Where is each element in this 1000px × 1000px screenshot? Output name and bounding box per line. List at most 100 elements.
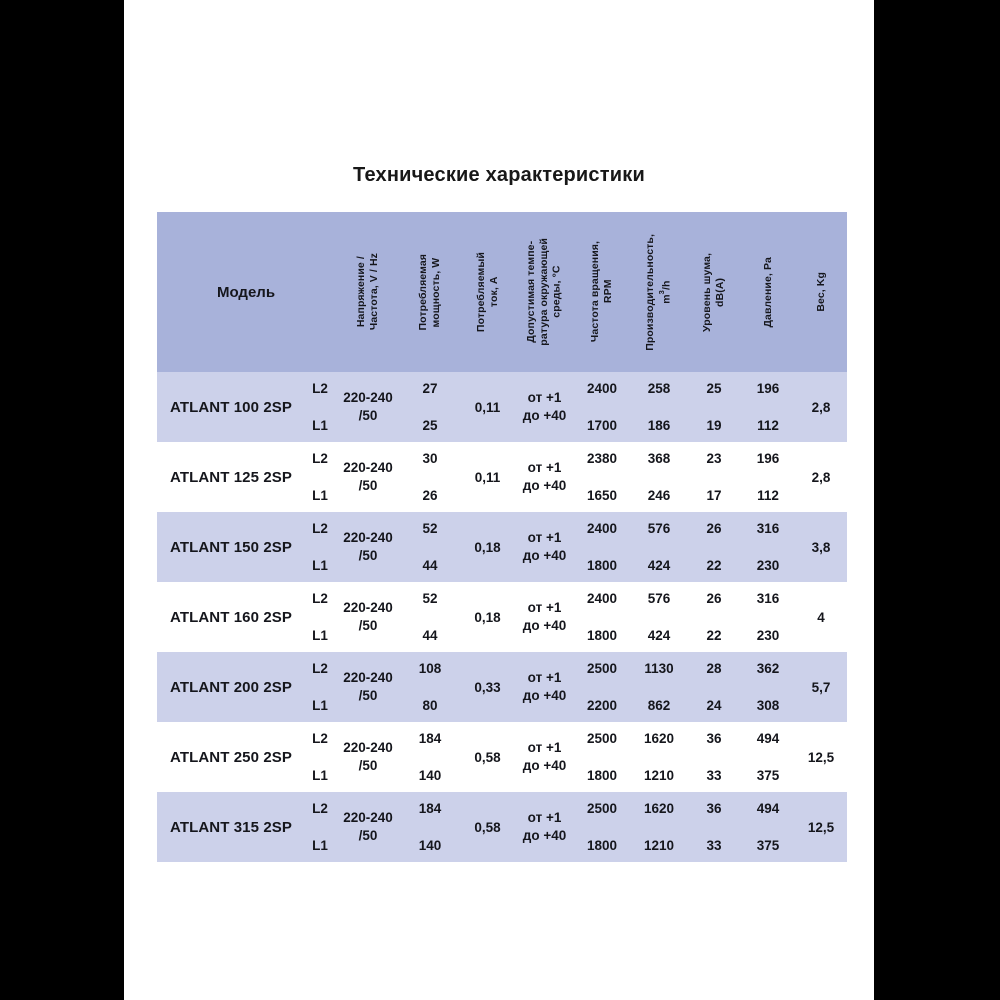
temp-line-1: от +1 [527, 739, 562, 755]
noise-l1: 22 [706, 627, 722, 643]
speed-label-high: L2 [312, 451, 328, 466]
rpm-l2: 2400 [586, 381, 618, 396]
cell-current: 0,18 [474, 609, 501, 625]
cell-temperature: от +1 до +40 [516, 512, 573, 582]
table-row: ATLANT 160 2SP L2 L1 220-240/50 52 44 0,18 от +… [157, 582, 848, 652]
noise-l2: 28 [706, 661, 722, 676]
cell-model: ATLANT 160 2SP [170, 608, 292, 626]
cell-voltage: 220-240/50 [335, 372, 401, 442]
rpm-l2: 2500 [586, 661, 618, 676]
voltage-line-1: 220-240 [343, 809, 393, 825]
cell-power: 52 44 [401, 582, 459, 652]
speed-label-low: L1 [312, 837, 328, 853]
cell-voltage: 220-240/50 [335, 722, 401, 792]
voltage-line-1: 220-240 [343, 529, 393, 545]
pressure-l1: 112 [757, 417, 779, 433]
temp-line-1: от +1 [527, 459, 562, 475]
noise-l2: 25 [706, 381, 722, 396]
cell-voltage: 220-240/50 [335, 442, 401, 512]
speed-label-low: L1 [312, 627, 328, 643]
pressure-l1: 230 [756, 627, 780, 643]
noise-l1: 17 [706, 487, 722, 503]
cell-current: 0,58 [474, 819, 501, 835]
noise-l1: 22 [706, 557, 722, 573]
pressure-l1: 308 [756, 697, 780, 713]
pressure-l2: 494 [756, 731, 780, 746]
rpm-l1: 1800 [586, 627, 618, 643]
cell-power: 108 80 [401, 652, 459, 722]
airflow-l2: 576 [647, 521, 671, 536]
rpm-l1: 1800 [586, 837, 618, 853]
power-l1: 44 [422, 627, 438, 643]
temp-line-1: от +1 [527, 809, 562, 825]
cell-pressure: 316 230 [741, 512, 795, 582]
cell-speed-labels: L2 L1 [305, 722, 335, 792]
airflow-l1: 246 [647, 487, 671, 503]
column-header-power-label: Потребляемая мощность, W [417, 253, 443, 331]
temp-line-1: от +1 [527, 529, 562, 545]
cell-pressure: 362 308 [741, 652, 795, 722]
airflow-unit-rest: /h [660, 280, 673, 290]
rpm-l2: 2400 [586, 591, 618, 606]
voltage-line-1: 220-240 [343, 739, 393, 755]
table-row: ATLANT 125 2SP L2 L1 220-240/50 30 26 0,11 от +… [157, 442, 848, 512]
airflow-l1: 1210 [643, 837, 675, 853]
cell-temperature: от +1 до +40 [516, 722, 573, 792]
cell-speed-labels: L2 L1 [305, 372, 335, 442]
airflow-l2: 1620 [643, 801, 675, 816]
temp-line-2: до +40 [522, 618, 567, 633]
cell-model: ATLANT 150 2SP [170, 538, 292, 556]
cell-pressure: 494 375 [741, 722, 795, 792]
rpm-l2: 2380 [586, 451, 618, 466]
noise-l2: 26 [706, 521, 722, 536]
pressure-l1: 375 [756, 837, 780, 853]
airflow-l1: 1210 [643, 767, 675, 783]
cell-power: 184 140 [401, 792, 459, 862]
column-header-current-label: Потребляемый ток, A [474, 251, 500, 333]
cell-weight: 2,8 [811, 399, 831, 415]
pressure-l2: 316 [756, 591, 780, 606]
airflow-l1: 186 [647, 417, 671, 433]
column-header-current: Потребляемый ток, A [459, 212, 516, 372]
column-header-power: Потребляемая мощность, W [401, 212, 459, 372]
pressure-l1: 230 [756, 557, 780, 573]
cell-temperature: от +1 до +40 [516, 652, 573, 722]
cell-model: ATLANT 200 2SP [170, 678, 292, 696]
column-header-voltage-label: Напряжение / Частота, V / Hz [355, 253, 381, 331]
airflow-l2: 1130 [644, 661, 674, 676]
cell-weight: 12,5 [807, 749, 835, 765]
cell-airflow: 1620 1210 [631, 722, 687, 792]
power-l2: 30 [422, 451, 438, 466]
voltage-line-2: /50 [358, 758, 378, 773]
cell-current: 0,33 [474, 679, 501, 695]
column-header-rpm-label: Частота вращения, RPM [589, 241, 615, 343]
voltage-line-1: 220-240 [343, 459, 393, 475]
cell-model: ATLANT 315 2SP [170, 818, 292, 836]
column-header-airflow-label: Производительность, m3/h [644, 234, 673, 351]
column-header-noise: Уровень шума, dB(A) [687, 212, 741, 372]
voltage-line-1: 220-240 [343, 599, 393, 615]
specifications-table: Модель Напряжение / Частота, V / Hz Потр… [157, 212, 848, 862]
voltage-line-1: 220-240 [343, 669, 393, 685]
column-header-rpm: Частота вращения, RPM [573, 212, 631, 372]
cell-voltage: 220-240/50 [335, 652, 401, 722]
power-l2: 52 [422, 591, 438, 606]
noise-l1: 33 [706, 837, 722, 853]
cell-rpm: 2500 1800 [573, 792, 631, 862]
table-row: ATLANT 100 2SP L2 L1 220-240/50 27 25 0,11 от +… [157, 372, 848, 442]
cell-speed-labels: L2 L1 [305, 512, 335, 582]
temp-line-1: от +1 [527, 389, 562, 405]
cell-voltage: 220-240/50 [335, 512, 401, 582]
cell-power: 184 140 [401, 722, 459, 792]
page-title: Технические характеристики [353, 164, 645, 186]
column-header-temperature-label: Допустимая темпе- ратура окружающей сред… [525, 238, 563, 346]
temp-line-2: до +40 [522, 408, 567, 423]
cell-rpm: 2500 2200 [573, 652, 631, 722]
rpm-l1: 1650 [586, 487, 618, 503]
cell-current: 0,11 [474, 469, 501, 485]
pressure-l2: 362 [756, 661, 780, 676]
column-header-pressure-label: Давление, Pa [761, 256, 774, 328]
rpm-l2: 2500 [586, 731, 618, 746]
cell-airflow: 1130 862 [631, 652, 687, 722]
column-header-model: Модель [216, 283, 276, 301]
